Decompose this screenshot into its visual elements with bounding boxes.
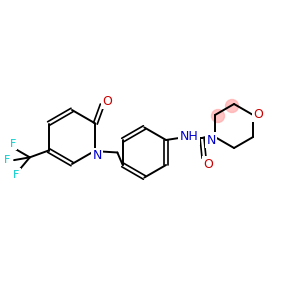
Text: NH: NH <box>180 130 198 143</box>
Text: O: O <box>102 95 112 108</box>
Circle shape <box>212 110 224 122</box>
Text: O: O <box>253 107 263 121</box>
Text: O: O <box>203 158 213 170</box>
Text: F: F <box>14 169 20 180</box>
Text: N: N <box>93 149 102 162</box>
Text: F: F <box>10 139 16 149</box>
Circle shape <box>226 100 238 112</box>
Text: N: N <box>206 134 216 146</box>
Text: F: F <box>4 155 10 165</box>
